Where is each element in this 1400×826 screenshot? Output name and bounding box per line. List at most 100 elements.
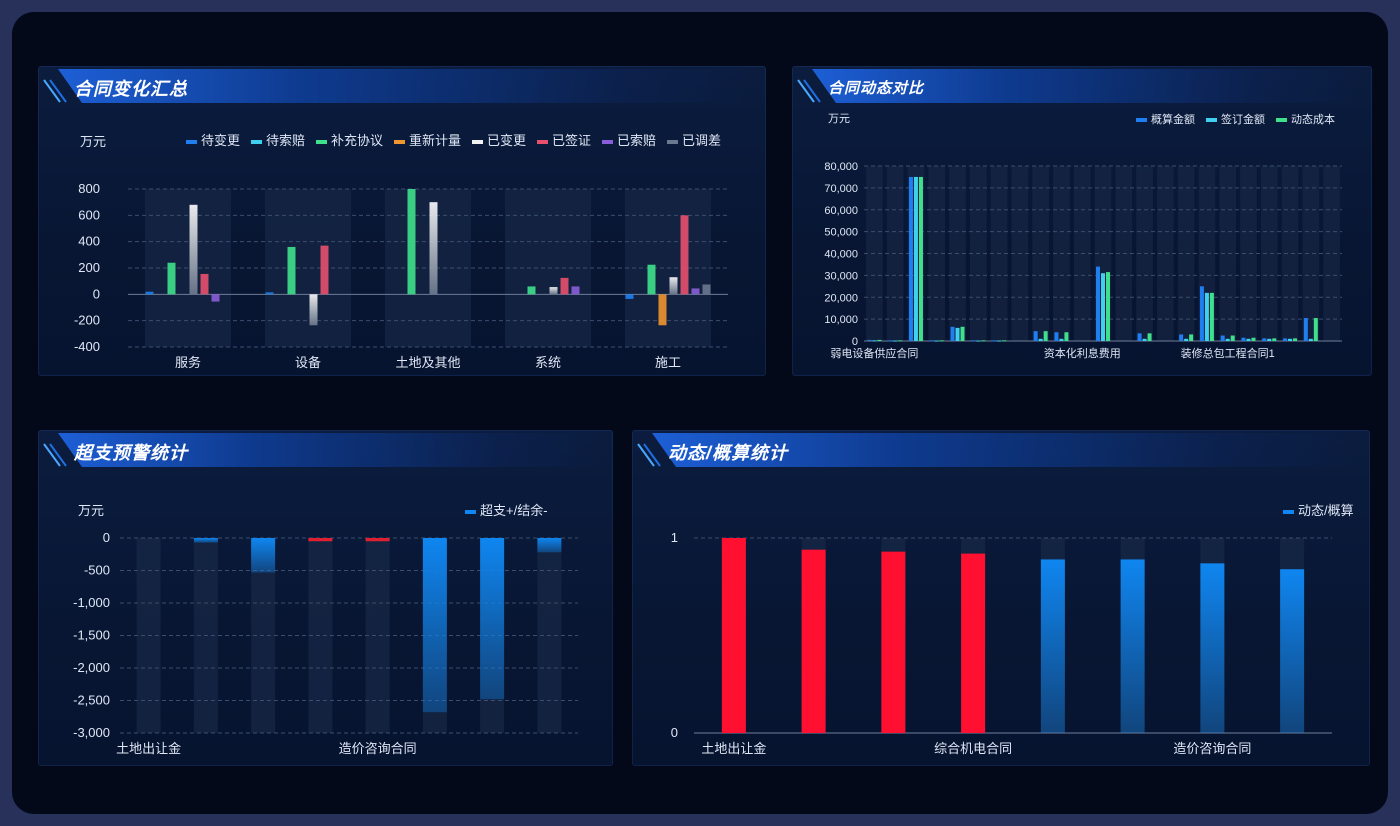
x-tick-label: 设备 — [295, 355, 321, 370]
bar — [691, 288, 700, 295]
bar — [680, 215, 689, 295]
bar — [560, 277, 569, 295]
bar — [881, 551, 906, 733]
category-band — [365, 538, 390, 733]
bar — [1184, 338, 1189, 341]
y-tick-label: 800 — [78, 181, 100, 196]
title-bar-bg — [58, 433, 613, 467]
y-tick-label: -2,000 — [73, 660, 110, 675]
bar — [992, 340, 997, 342]
legend-label: 动态成本 — [1291, 112, 1335, 126]
y-tick-label: 0 — [103, 530, 110, 545]
bar — [1225, 338, 1230, 341]
bar — [1280, 569, 1305, 733]
bar — [189, 204, 198, 295]
y-tick-label: -200 — [74, 313, 100, 328]
panel-header: 合同动态对比 — [792, 66, 1372, 108]
y-tick-label: 70,000 — [824, 183, 858, 195]
bar — [1199, 286, 1204, 341]
legend-swatch — [1136, 118, 1147, 122]
panel-title: 超支预警统计 — [74, 443, 188, 463]
bar — [251, 538, 276, 573]
bar — [961, 553, 986, 733]
x-tick-label: 装修总包工程合同1 — [1181, 346, 1275, 360]
legend-label: 重新计量 — [409, 133, 461, 148]
bar — [549, 287, 558, 295]
legend-label: 已变更 — [487, 133, 526, 148]
y-tick-label: -500 — [84, 563, 110, 578]
bar — [200, 273, 209, 295]
bar — [898, 340, 903, 342]
category-band — [385, 189, 471, 347]
y-tick-label: 200 — [78, 260, 100, 275]
unit-label: 万元 — [78, 503, 104, 518]
bar — [1033, 331, 1038, 341]
contract-dynamic-panel: 合同动态对比 万元 概算金额 签订金额 动态成本 80,000 70,000 60,000 5… — [792, 66, 1372, 376]
legend-label: 待索赔 — [266, 133, 305, 148]
panel-header: 合同变化汇总 — [38, 66, 766, 108]
bar — [1106, 272, 1110, 341]
bar — [308, 538, 333, 542]
bar — [1262, 338, 1267, 341]
bar — [265, 292, 274, 295]
bar — [1272, 338, 1277, 341]
bar — [872, 340, 877, 342]
panel-header: 动态/概算统计 — [632, 430, 1370, 472]
legend-label: 补充协议 — [331, 133, 383, 148]
legend-label: 概算金额 — [1151, 112, 1195, 126]
legend-swatch — [251, 140, 262, 144]
bar — [1101, 273, 1105, 341]
bar — [647, 264, 656, 295]
x-tick-label: 资本化利息费用 — [1044, 346, 1121, 360]
bar — [1303, 318, 1308, 341]
legend-swatch — [1276, 118, 1287, 122]
y-tick-label: 40,000 — [824, 249, 858, 261]
bar — [1283, 338, 1288, 341]
bar — [422, 538, 447, 713]
overspend-warning-chart: 万元 超支+/结余- 0 -500 -1,000 -1,500 -2,000 -2,500 -3… — [73, 503, 578, 756]
legend-swatch — [1206, 118, 1217, 122]
y-tick-label: -3,000 — [73, 725, 110, 740]
dynamic-estimate-chart: 动态/概算 1 0 土地出让金 综合机电合同 造价咨询合同 — [671, 503, 1354, 756]
bar — [1137, 333, 1142, 341]
legend-label: 已调差 — [682, 133, 721, 148]
legend-swatch — [537, 140, 548, 144]
title-slash-icon — [637, 443, 661, 467]
bar — [537, 538, 562, 553]
legend-label: 超支+/结余- — [480, 503, 548, 518]
bar — [287, 246, 296, 295]
y-tick-label: 10,000 — [824, 314, 858, 326]
bar — [888, 340, 893, 342]
bar — [167, 262, 176, 295]
bar — [1313, 318, 1318, 341]
bar — [1064, 332, 1069, 341]
contract-change-chart: 万元 待变更 待索赔 补充协议 重新计量 已变更 已签证 已索赔 已调差 800 600 400 200… — [74, 133, 728, 370]
bar — [981, 340, 986, 342]
bar — [721, 538, 746, 733]
x-tick-label: 造价咨询合同 — [1173, 741, 1251, 756]
legend-swatch — [394, 140, 405, 144]
bar — [1120, 559, 1145, 733]
bar — [1200, 563, 1225, 733]
unit-label: 万元 — [828, 113, 850, 125]
bar — [867, 339, 872, 341]
x-tick-label: 土地出让金 — [701, 741, 766, 756]
bar — [571, 286, 580, 295]
bar — [929, 340, 934, 342]
bar — [480, 538, 505, 700]
legend-label: 签订金额 — [1221, 112, 1265, 126]
y-tick-label: 1 — [671, 530, 678, 545]
title-bar-bg — [812, 69, 1372, 103]
panel-title: 合同动态对比 — [828, 80, 925, 97]
legend-label: 待变更 — [201, 133, 240, 148]
category-band — [1323, 166, 1340, 341]
bar — [658, 294, 667, 326]
bar — [971, 340, 976, 342]
y-tick-label: -1,000 — [73, 595, 110, 610]
bar — [1308, 338, 1313, 341]
bar — [997, 340, 1002, 342]
overspend-warning-panel: 超支预警统计 万元 超支+/结余- 0 -500 -1,000 -1,500 -2,000 -… — [38, 430, 613, 766]
bar — [211, 294, 220, 302]
bar — [1241, 337, 1246, 341]
x-tick-label: 服务 — [175, 355, 201, 370]
